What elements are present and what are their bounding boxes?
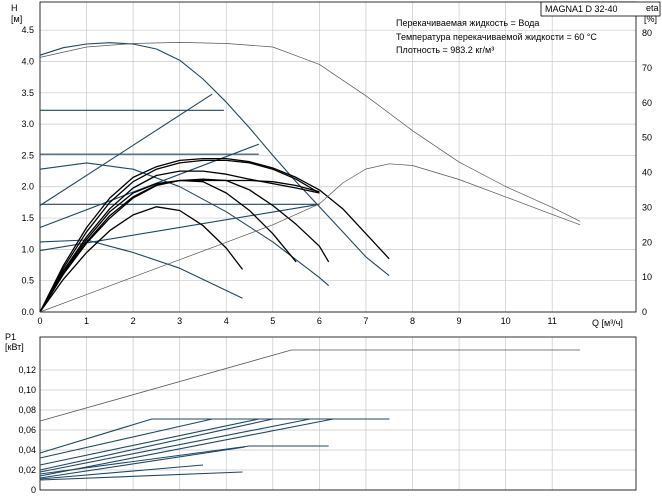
plot-frame	[39, 1, 637, 313]
head-curve	[39, 178, 330, 313]
y-axis-unit: [м]	[11, 14, 22, 24]
y2-axis-label: eta	[646, 3, 659, 13]
power-curve	[39, 418, 390, 459]
power-curve	[39, 464, 204, 480]
y-tick-label: 0.0	[21, 307, 34, 317]
power-curve	[39, 418, 390, 454]
power-tick-label: 0,06	[18, 425, 36, 435]
y2-tick-label: 20	[642, 237, 652, 247]
y2-tick-label: 70	[642, 63, 652, 73]
power-axis-label: P1	[5, 332, 16, 342]
chart-labels: MAGNA1 D 32-40 Перекачиваемая жидкость =…	[5, 1, 661, 352]
y-tick-label: 4.5	[21, 25, 34, 35]
power-tick-label: 0,02	[18, 465, 36, 475]
power-plot: 0 0,02 0,04 0,06 0,08 0,10 0,12	[18, 336, 637, 495]
x-tick-label: 2	[131, 316, 136, 326]
efficiency-curve	[39, 163, 581, 313]
chart-title: MAGNA1 D 32-40	[545, 4, 618, 14]
x-tick-label: 10	[501, 316, 511, 326]
head-curve	[39, 42, 390, 277]
title-box	[540, 1, 661, 17]
head-efficiency-plot: 0 1 2 3 4 5 6 7 8 9 10 11 0.0 0.5 1.0 1.5 2.0 2.5 3.0 3.5 4.…	[21, 1, 652, 326]
power-axis-unit: [кВт]	[5, 342, 24, 352]
head-curve	[39, 179, 297, 313]
head-curve	[39, 157, 390, 313]
x-tick-label: 3	[177, 316, 182, 326]
power-curve	[39, 349, 581, 422]
y-tick-label: 2.5	[21, 150, 34, 160]
y2-tick-label: 40	[642, 168, 652, 178]
y2-tick-label: 10	[642, 272, 652, 282]
x-tick-label: 9	[457, 316, 462, 326]
head-curve	[39, 239, 243, 299]
power-curve	[39, 471, 243, 481]
power-tick-label: 0,10	[18, 385, 36, 395]
power-curve	[39, 418, 390, 477]
y2-tick-label: 60	[642, 98, 652, 108]
info-line-2: Температура перекачиваемой жидкости = 60…	[396, 32, 597, 42]
head-curve	[39, 159, 320, 313]
y-tick-label: 1.5	[21, 213, 34, 223]
power-tick-label: 0,04	[18, 445, 36, 455]
y-tick-label: 0.5	[21, 276, 34, 286]
head-curve	[39, 179, 320, 313]
head-curve	[39, 93, 213, 206]
power-tick-label: 0	[31, 485, 36, 495]
x-tick-label: 8	[410, 316, 415, 326]
power-plot-frame	[39, 336, 637, 491]
x-tick-label: 4	[224, 316, 229, 326]
power-curve	[39, 418, 390, 471]
y2-tick-label: 0	[642, 307, 647, 317]
y-tick-label: 3.0	[21, 119, 34, 129]
x-axis-label: Q [м³/ч]	[592, 318, 623, 328]
x-tick-label: 0	[37, 316, 42, 326]
head-curve	[39, 170, 320, 313]
y2-tick-label: 50	[642, 133, 652, 143]
power-tick-label: 0,12	[18, 365, 36, 375]
power-curve	[39, 446, 245, 479]
x-tick-label: 11	[548, 316, 557, 326]
power-curve	[39, 445, 329, 475]
y-tick-label: 1.0	[21, 244, 34, 254]
power-tick-label: 0,08	[18, 405, 36, 415]
y-tick-label: 2.0	[21, 182, 34, 192]
info-line-3: Плотность = 983.2 кг/м³	[396, 45, 494, 55]
y2-tick-label: 80	[642, 28, 652, 38]
x-tick-label: 6	[317, 316, 322, 326]
y2-tick-label: 30	[642, 202, 652, 212]
x-tick-label: 7	[363, 316, 368, 326]
x-tick-label: 1	[84, 316, 89, 326]
head-curve	[39, 162, 330, 287]
y-tick-label: 4.0	[21, 56, 34, 66]
y2-axis-unit: [%]	[644, 14, 657, 24]
efficiency-curve	[39, 42, 581, 222]
head-curve	[39, 206, 244, 313]
info-line-1: Перекачиваемая жидкость = Вода	[396, 18, 539, 28]
power-curve	[39, 418, 390, 473]
x-tick-label: 5	[270, 316, 275, 326]
y-axis-label: H	[11, 3, 18, 13]
y-tick-label: 3.5	[21, 88, 34, 98]
